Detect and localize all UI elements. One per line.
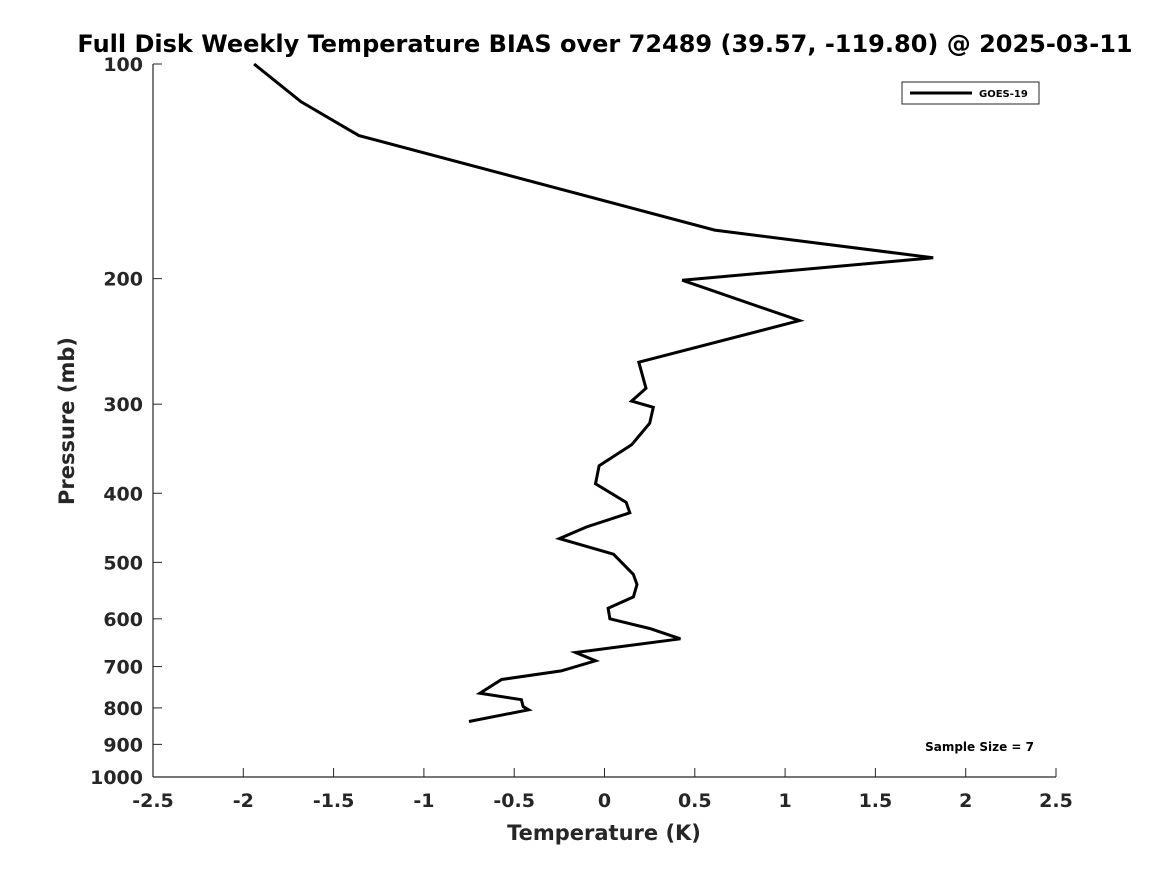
y-tick-label: 1000 — [90, 767, 143, 789]
legend: GOES-19 — [901, 81, 1040, 105]
y-tick-label: 600 — [103, 609, 143, 631]
series-line-goes-19 — [253, 62, 934, 723]
x-tick-label: -2.5 — [132, 790, 174, 812]
x-tick-label: -0.5 — [493, 790, 535, 812]
y-axis-label: Pressure (mb) — [55, 337, 79, 505]
y-tick-label: 800 — [103, 698, 143, 720]
x-tick-label: 2 — [959, 790, 972, 812]
plot-area — [153, 64, 1056, 777]
x-axis-ticks: -2.5 -2 -1.5 -1 -0.5 0 0.5 1 1.5 2 2.5 — [132, 768, 1073, 812]
sample-size-annotation: Sample Size = 7 — [925, 740, 1034, 754]
x-tick-label: 2.5 — [1039, 790, 1073, 812]
y-tick-label: 100 — [103, 54, 143, 76]
x-tick-label: 0 — [598, 790, 611, 812]
y-axis-ticks: 100 200 300 400 500 600 700 800 900 1000 — [90, 54, 162, 789]
chart-title: Full Disk Weekly Temperature BIAS over 7… — [77, 30, 1132, 58]
x-tick-label: 1 — [778, 790, 791, 812]
y-tick-label: 400 — [103, 483, 143, 505]
x-tick-label: 0.5 — [678, 790, 712, 812]
x-axis-label: Temperature (K) — [507, 821, 701, 845]
x-tick-label: 1.5 — [859, 790, 893, 812]
legend-entry-goes-19: GOES-19 — [979, 89, 1028, 100]
x-tick-label: -1.5 — [313, 790, 355, 812]
y-tick-label: 900 — [103, 734, 143, 756]
x-tick-label: -1 — [413, 790, 434, 812]
y-tick-label: 300 — [103, 394, 143, 416]
x-tick-label: -2 — [233, 790, 254, 812]
y-tick-label: 500 — [103, 552, 143, 574]
y-tick-label: 200 — [103, 269, 143, 291]
y-tick-label: 700 — [103, 657, 143, 679]
